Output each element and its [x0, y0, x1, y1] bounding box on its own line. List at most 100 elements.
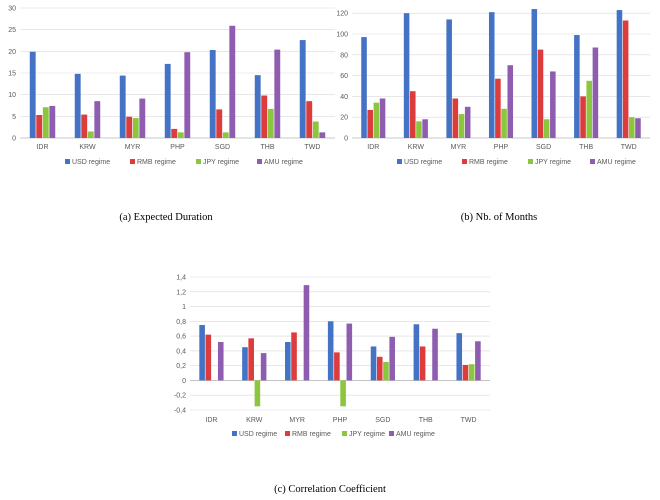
y-tick-label: 0,6	[176, 334, 186, 341]
y-tick-label: 40	[340, 94, 348, 101]
chart-a: 0 5 10 15 20 25 30 IDR KRW MYR PHP SGD THB TWD USD reg…	[8, 6, 335, 223]
bar-php-amu	[346, 323, 353, 381]
legend-swatch	[342, 431, 347, 436]
bar-myr-rmb	[452, 98, 459, 138]
legend-label: USD regime	[72, 159, 110, 166]
x-tick-label: KRW	[246, 417, 263, 424]
y-tick-label: 0,2	[176, 363, 186, 370]
bar-krw-amu	[422, 119, 428, 138]
y-tick-label: 80	[340, 52, 348, 59]
x-tick-label: KRW	[408, 144, 425, 151]
legend-label: AMU regime	[396, 431, 435, 438]
bar-idr-usd	[199, 325, 205, 381]
bar-php-usd	[488, 12, 495, 138]
y-tick-label: 1	[182, 304, 186, 311]
chart-c: -0,4 -0,2 0 0,2 0,4 0,6 0,8 1 1,2 1,4 IDR KRW MYR PHP…	[174, 275, 490, 495]
bar-php-amu	[507, 65, 514, 138]
bar-thb-usd	[254, 75, 261, 138]
legend-label: RMB regime	[137, 159, 176, 166]
x-tick-label: TWD	[461, 417, 477, 424]
bar-krw-usd	[403, 13, 410, 139]
legend-label: JPY regime	[349, 431, 385, 438]
legend-swatch	[397, 159, 402, 164]
legend-label: USD regime	[404, 159, 442, 166]
bar-sgd-jpy	[383, 361, 389, 381]
x-tick-label: IDR	[367, 144, 379, 151]
y-tick-label: 100	[336, 32, 348, 39]
bar-sgd-usd	[209, 50, 216, 138]
bar-myr-rmb	[291, 332, 297, 381]
bar-php-rmb	[171, 128, 178, 138]
bar-krw-rmb	[409, 91, 416, 138]
y-tick-label: 20	[8, 49, 16, 56]
y-tick-label: 10	[8, 92, 16, 99]
bar-sgd-jpy	[222, 132, 229, 138]
y-tick-label: 30	[8, 6, 16, 13]
bar-myr-jpy	[458, 114, 465, 138]
bar-sgd-rmb	[216, 109, 223, 138]
bar-twd-rmb	[462, 364, 469, 381]
legend-swatch	[590, 159, 595, 164]
bar-php-jpy	[177, 132, 184, 138]
y-tick-label: 0,4	[176, 348, 186, 355]
bar-myr-amu	[139, 98, 146, 138]
x-tick-label: SGD	[375, 417, 390, 424]
bar-twd-jpy	[312, 121, 319, 138]
bar-krw-usd	[242, 347, 248, 381]
chart-caption: (a) Expected Duration	[119, 212, 213, 223]
bar-twd-amu	[635, 118, 641, 138]
bar-php-rmb	[334, 352, 340, 381]
bar-thb-jpy	[267, 108, 274, 138]
bar-sgd-amu	[389, 336, 395, 381]
bar-twd-rmb	[622, 20, 629, 139]
bar-sgd-rmb	[376, 356, 383, 381]
y-tick-label: 0,8	[176, 319, 186, 326]
y-tick-label: 20	[340, 115, 348, 122]
bar-thb-rmb	[419, 346, 426, 381]
bar-myr-usd	[446, 19, 452, 138]
bar-thb-usd	[574, 35, 580, 138]
x-tick-label: SGD	[536, 144, 551, 151]
bar-twd-jpy	[629, 117, 635, 138]
bar-idr-rmb	[36, 115, 43, 138]
x-tick-label: PHP	[170, 144, 185, 151]
x-tick-label: MYR	[451, 144, 467, 151]
bar-twd-jpy	[468, 364, 475, 381]
bar-thb-rmb	[580, 96, 586, 138]
x-tick-label: TWD	[621, 144, 637, 151]
x-tick-label: PHP	[333, 417, 348, 424]
bar-twd-usd	[616, 10, 623, 138]
bar-sgd-amu	[229, 25, 236, 139]
bar-thb-rmb	[261, 95, 268, 138]
chart-caption: (b) Nb. of Months	[461, 212, 537, 223]
bar-krw-rmb	[248, 338, 254, 381]
x-tick-label: PHP	[494, 144, 509, 151]
bar-thb-amu	[592, 47, 599, 138]
bar-thb-amu	[432, 328, 438, 381]
y-tick-label: 60	[340, 73, 348, 80]
bar-myr-jpy	[132, 118, 139, 138]
bar-thb-amu	[274, 49, 281, 138]
y-tick-label: -0,2	[174, 393, 186, 400]
bar-sgd-usd	[370, 346, 377, 381]
bar-sgd-rmb	[537, 49, 544, 138]
bar-twd-rmb	[306, 101, 313, 138]
bar-idr-amu	[379, 98, 386, 138]
x-tick-label: THB	[261, 144, 275, 151]
bar-sgd-usd	[531, 9, 538, 139]
bar-twd-amu	[319, 132, 326, 138]
legend-swatch	[196, 159, 201, 164]
bar-thb-jpy	[586, 80, 593, 138]
y-tick-label: 120	[336, 11, 348, 18]
bar-myr-amu	[303, 285, 310, 381]
bar-krw-jpy	[416, 121, 422, 138]
x-tick-label: SGD	[215, 144, 230, 151]
bar-krw-amu	[260, 353, 267, 381]
legend-swatch	[65, 159, 70, 164]
y-tick-label: 1,4	[176, 275, 186, 282]
legend-label: JPY regime	[535, 159, 571, 166]
y-tick-label: 1,2	[176, 289, 186, 296]
x-tick-label: IDR	[205, 417, 217, 424]
bar-thb-usd	[413, 324, 420, 381]
bar-myr-usd	[285, 342, 291, 381]
